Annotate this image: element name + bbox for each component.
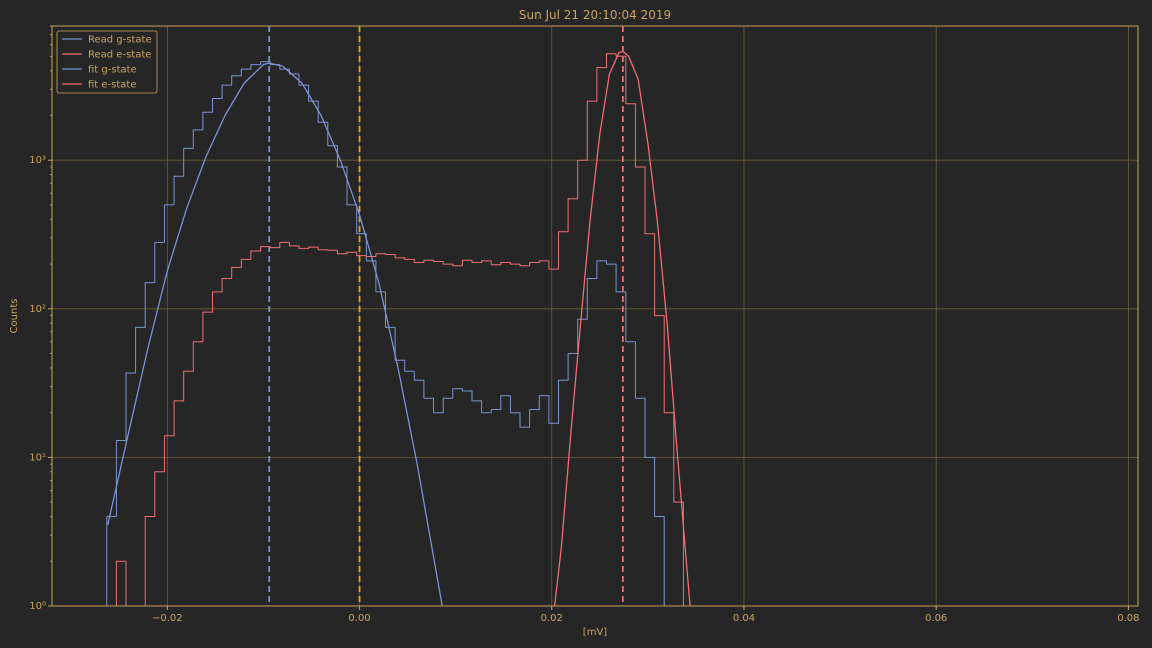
x-tick-label: −0.02 [152,613,183,624]
x-tick-label: 0.02 [541,613,563,624]
legend-box [56,30,158,94]
x-tick-label: 0.04 [733,613,755,624]
x-tick-label: 0.00 [348,613,370,624]
legend-label: Read g-state [88,35,152,46]
reference-lines [268,26,624,606]
y-axis-ticks: 10⁰ 10¹ 10² 10³ [29,25,52,612]
y-tick-label: 10³ [29,155,46,166]
x-axis-ticks: −0.02 0.00 0.02 0.04 0.06 0.08 [152,606,1140,624]
y-tick-label: 10² [29,304,46,315]
x-tick-label: 0.08 [1117,613,1139,624]
series-group [106,50,693,607]
y-axis-label: Counts [9,299,20,334]
legend-label: fit g-state [88,65,137,76]
legend-label: Read e-state [88,50,151,61]
plot-frame [51,25,1139,607]
x-tick-label: 0.06 [925,613,947,624]
x-axis-label: [mV] [583,627,607,638]
chart-title: Sun Jul 21 20:10:04 2019 [519,8,671,22]
y-tick-label: 10⁰ [29,601,46,612]
series-fit-e-state [553,50,691,607]
legend: Read g-state Read e-state fit g-state fit e… [56,30,158,94]
series-read-e-state [115,53,693,607]
y-tick-label: 10¹ [29,452,46,463]
series-fit-g-state [107,62,443,607]
legend-label: fit e-state [88,80,137,91]
series-read-g-state [106,61,684,607]
